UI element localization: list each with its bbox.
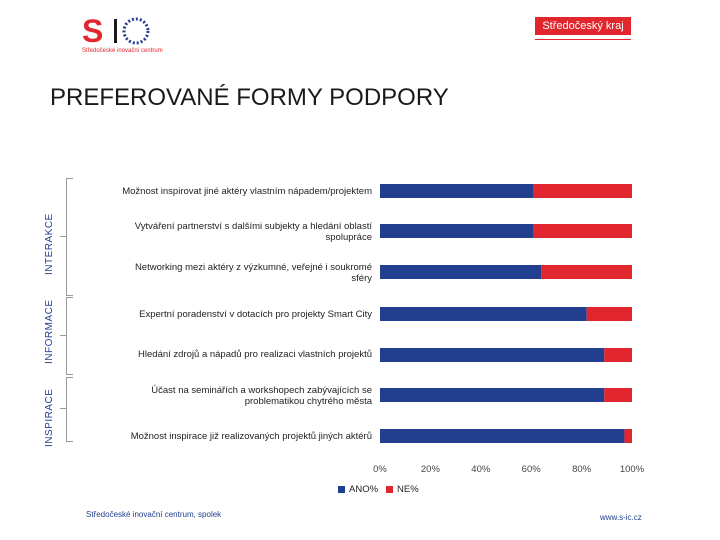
bar-ano <box>380 224 534 238</box>
bar-ano <box>380 348 605 362</box>
x-tick-label: 80% <box>572 464 592 475</box>
logo-subtitle: Středočeské inovační centrum <box>82 48 163 54</box>
sic-logo: S Středočeské inovační centrum <box>82 13 192 56</box>
bar-ano <box>380 184 534 198</box>
category-label: Hledání zdrojů a nápadů pro realizaci vl… <box>138 349 372 360</box>
x-tick-label: 0% <box>373 464 387 475</box>
bracket-interakce <box>66 178 73 296</box>
category-label: Možnost inspirace již realizovaných proj… <box>130 431 372 442</box>
category-label: Vytváření partnerství s dalšími subjekty… <box>134 221 372 243</box>
footer-organization: Středočeské inovační centrum, spolek <box>86 510 222 519</box>
bar-ne <box>624 429 632 443</box>
region-badge: Středočeský kraj <box>535 17 631 35</box>
footer-website-link[interactable]: www.s-ic.cz <box>600 513 642 522</box>
bracket-mid-inspirace <box>60 408 66 409</box>
bar-ano <box>380 388 605 402</box>
category-label: Networking mezi aktéry z výzkumné, veřej… <box>134 262 372 284</box>
x-tick-label: 40% <box>471 464 491 475</box>
bar-ne <box>541 265 632 279</box>
bar-ano <box>380 429 625 443</box>
category-label: Expertní poradenství v dotacích pro proj… <box>139 309 372 320</box>
category-label: Možnost inspirovat jiné aktéry vlastním … <box>122 186 372 197</box>
logo-dots-icon <box>114 17 150 45</box>
x-tick-label: 60% <box>521 464 541 475</box>
x-tick-label: 100% <box>619 464 645 475</box>
bracket-mid-informace <box>60 335 66 336</box>
bracket-inspirace <box>66 377 73 442</box>
bracket-mid-interakce <box>60 236 66 237</box>
legend-swatch-ano <box>338 486 345 493</box>
bar-ano <box>380 307 587 321</box>
x-tick-label: 20% <box>420 464 440 475</box>
legend-swatch-ne <box>386 486 394 493</box>
bar-ano <box>380 265 542 279</box>
bar-ne <box>533 224 632 238</box>
legend-label-ne: NE% <box>397 484 419 495</box>
category-label: Účast na seminářích a workshopech zabýva… <box>151 385 372 407</box>
legend-label-ano: ANO% <box>349 484 379 495</box>
bar-ne <box>604 388 632 402</box>
page-title: PREFEROVANÉ FORMY PODPORY <box>50 84 449 111</box>
bracket-informace <box>66 297 73 375</box>
chart-legend: ANO% NE% <box>338 484 419 495</box>
logo-mark: S <box>82 13 103 49</box>
bar-ne <box>586 307 632 321</box>
region-underline <box>535 39 631 40</box>
bar-ne <box>533 184 632 198</box>
bar-ne <box>604 348 632 362</box>
